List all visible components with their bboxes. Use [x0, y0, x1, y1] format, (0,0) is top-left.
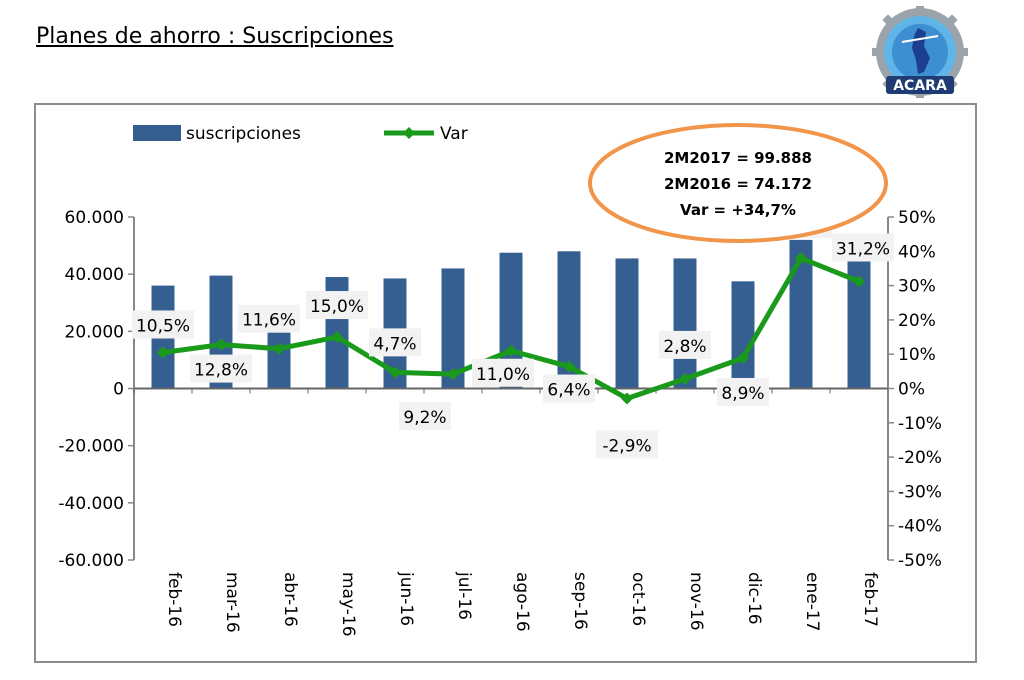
x-tick-label: ene-17: [802, 572, 822, 631]
var-point-jul-16: [447, 368, 459, 381]
var-point-ago-16: [505, 344, 517, 357]
bar-oct-16: [615, 258, 639, 389]
y-left-tick-label: -20.000: [58, 437, 124, 457]
legend-swatch-bar: [133, 125, 181, 141]
data-label: 4,7%: [373, 334, 416, 354]
y-right-tick-label: 0%: [898, 380, 925, 400]
bar-jul-16: [441, 268, 465, 389]
data-label-bg: [399, 402, 451, 431]
x-tick-label: sep-16: [570, 572, 590, 630]
x-tick-label: dic-16: [744, 572, 764, 625]
gear-icon: [872, 6, 968, 98]
data-label-bg: [659, 330, 711, 359]
var-point-may-16: [331, 331, 343, 344]
var-point-jun-16: [389, 366, 401, 379]
data-label: 31,2%: [836, 239, 890, 259]
var-point-ene-17: [795, 252, 807, 265]
data-label: 6,4%: [547, 381, 590, 401]
y-right-tick-label: -10%: [898, 414, 942, 434]
acara-logo: ACARA: [872, 6, 968, 98]
chart-frame: 60.000 40.000 20.000 0 -20.000 -40.000 -60.000…: [34, 103, 977, 663]
x-tick-label: may-16: [338, 572, 358, 637]
y-left-tick-label: -40.000: [58, 494, 124, 514]
y-left-tick-label: -60.000: [58, 551, 124, 571]
var-point-oct-16: [621, 392, 633, 405]
y-right-tick-label: -50%: [898, 551, 942, 571]
bar-ene-17: [789, 239, 813, 389]
logo-text: ACARA: [893, 78, 947, 94]
page-title: Planes de ahorro : Suscripciones: [36, 24, 394, 49]
x-tick-label: jun-16: [396, 571, 416, 626]
data-label-bg: [596, 430, 658, 459]
data-label: 8,9%: [721, 384, 764, 404]
data-label-bg: [238, 304, 300, 333]
y-right-tick-label: 50%: [898, 208, 936, 228]
var-point-sep-16: [563, 360, 575, 373]
data-label-bg: [717, 377, 769, 406]
data-label-bg: [306, 291, 368, 320]
data-label-bg: [132, 310, 194, 339]
y-right-tick-label: -40%: [898, 517, 942, 537]
x-tick-label: feb-17: [860, 572, 880, 627]
x-tick-label: jul-16: [454, 571, 474, 620]
data-label-bg: [472, 358, 534, 387]
annotation-ellipse: [588, 123, 888, 243]
data-label: 11,6%: [242, 311, 296, 331]
data-label: 9,2%: [403, 408, 446, 428]
x-tick-label: ago-16: [512, 572, 532, 632]
y-right-tick-label: 40%: [898, 242, 936, 262]
y-right-tick-label: 20%: [898, 311, 936, 331]
annotation-line: 2M2016 = 74.172: [664, 175, 812, 193]
x-tick-label: abr-16: [280, 572, 300, 627]
var-point-feb-17: [853, 275, 865, 288]
data-label-bg: [190, 354, 252, 383]
y-right-tick-label: -20%: [898, 448, 942, 468]
data-label: 12,8%: [194, 361, 248, 381]
data-label-bg: [832, 233, 894, 262]
data-label: -2,9%: [602, 436, 651, 456]
data-label: 15,0%: [310, 297, 364, 317]
chart: 60.000 40.000 20.000 0 -20.000 -40.000 -60.000…: [58, 123, 942, 637]
legend-label-var: Var: [440, 124, 468, 144]
data-label: 11,0%: [476, 365, 530, 385]
x-tick-label: mar-16: [222, 572, 242, 633]
var-point-feb-16: [157, 346, 169, 359]
data-label: 2,8%: [663, 337, 706, 357]
y-right-tick-label: 30%: [898, 277, 936, 297]
data-label: 10,5%: [136, 316, 190, 336]
x-tick-label: nov-16: [686, 572, 706, 631]
data-label-bg: [543, 374, 595, 403]
bar-feb-17: [847, 252, 871, 389]
data-label-bg: [369, 328, 421, 357]
bar-sep-16: [557, 251, 581, 389]
y-left-tick-label: 20.000: [65, 322, 124, 342]
x-tick-label: feb-16: [164, 572, 184, 627]
y-left-tick-label: 60.000: [65, 208, 124, 228]
var-point-abr-16: [273, 342, 285, 355]
y-left-tick-label: 40.000: [65, 265, 124, 285]
var-point-mar-16: [215, 338, 227, 351]
legend-label-suscripciones: suscripciones: [186, 124, 301, 144]
annotation-line: 2M2017 = 99.888: [664, 149, 812, 167]
y-right-tick-label: 10%: [898, 345, 936, 365]
y-left-tick-label: 0: [113, 380, 124, 400]
annotation-line: Var = +34,7%: [680, 201, 796, 219]
y-right-tick-label: -30%: [898, 482, 942, 502]
bar-nov-16: [673, 258, 697, 389]
x-tick-label: oct-16: [628, 572, 648, 626]
legend-swatch-marker: [403, 127, 415, 139]
bar-dic-16: [731, 281, 755, 389]
var-point-dic-16: [737, 351, 749, 364]
var-point-nov-16: [679, 372, 691, 385]
